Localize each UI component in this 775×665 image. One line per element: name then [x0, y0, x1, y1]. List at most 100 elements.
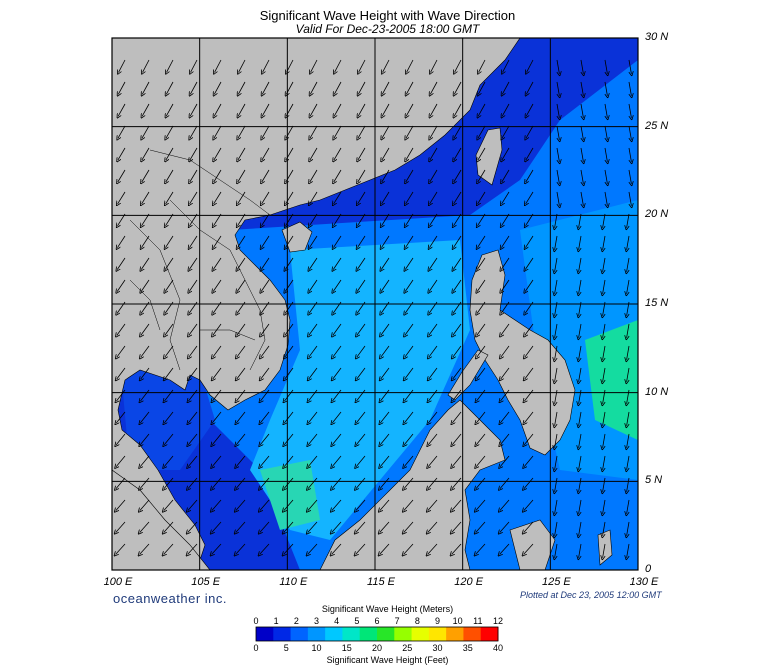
wave-arrow [430, 169, 438, 182]
wave-arrow [500, 389, 510, 401]
wave-arrow [308, 499, 318, 511]
wave-arrow [525, 345, 534, 357]
wave-arrow [627, 411, 630, 426]
colorbar-meters-tick: 3 [313, 616, 319, 626]
wave-arrow [604, 191, 607, 206]
wave-arrow [525, 367, 534, 379]
wave-arrow [477, 235, 486, 248]
wave-arrow [309, 257, 318, 270]
wave-arrow [166, 213, 174, 226]
colorbar-meters-tick: 1 [273, 616, 279, 626]
wave-arrow [164, 499, 174, 511]
colorbar-swatch [325, 627, 343, 641]
wave-arrow [407, 59, 414, 72]
wave-arrow [356, 499, 366, 511]
wave-arrow [188, 389, 198, 401]
colorbar-swatch [463, 627, 482, 641]
wave-arrow [165, 345, 174, 357]
wave-arrow [238, 191, 246, 204]
wave-arrow [118, 125, 126, 138]
wave-arrow [452, 455, 462, 467]
wave-arrow [311, 59, 318, 72]
wave-arrow [556, 59, 559, 74]
wave-arrow [284, 455, 294, 467]
wave-arrow [405, 257, 414, 270]
wave-arrow [502, 81, 510, 94]
wave-arrow [428, 455, 438, 467]
longitude-label: 125 E [541, 576, 571, 588]
wave-arrow [212, 521, 222, 533]
wave-arrow [117, 345, 126, 357]
wave-arrow [628, 59, 631, 74]
wave-arrow [117, 257, 126, 270]
wave-arrow [334, 213, 342, 226]
wave-arrow [263, 59, 270, 72]
wave-arrow [430, 81, 438, 94]
wave-arrow [580, 169, 583, 184]
wave-arrow [555, 521, 558, 536]
borneo [319, 399, 506, 570]
wave-arrow [604, 59, 607, 74]
wave-arrow [603, 345, 606, 360]
wave-arrow [214, 81, 222, 94]
wave-arrow [429, 345, 438, 357]
wave-arrow [603, 477, 606, 492]
wave-arrow [189, 345, 198, 357]
colorbar-border [255, 626, 499, 642]
wave-arrow [212, 499, 222, 511]
wave-arrow [118, 191, 126, 204]
wave-arrow [429, 323, 438, 335]
wave-arrow [141, 235, 150, 248]
wave-arrow [310, 169, 318, 182]
wave-arrow [116, 411, 126, 423]
wave-arrow [579, 345, 582, 360]
wave-arrow [190, 191, 198, 204]
wave-arrow [524, 455, 534, 467]
wave-arrow [430, 103, 438, 116]
wave-arrow [308, 411, 318, 423]
wave-arrow [118, 81, 126, 94]
wave-arrow [357, 257, 366, 270]
wave-arrow [380, 389, 390, 401]
wave-arrow [603, 543, 606, 558]
wave-arrow [214, 191, 222, 204]
colorbar-feet-tick: 5 [283, 643, 289, 653]
wave-arrow [262, 213, 270, 226]
wave-arrow [116, 389, 126, 401]
wave-arrow [285, 301, 294, 314]
wave-arrow [308, 521, 318, 533]
wave-arrow [603, 257, 606, 272]
wave-arrow [356, 433, 366, 445]
wave-arrow [213, 279, 222, 292]
wave-arrow [476, 389, 486, 401]
wave-arrow [453, 345, 462, 357]
wave-arrow [501, 235, 510, 248]
wave-arrow [213, 323, 222, 335]
plotted-time: Plotted at Dec 23, 2005 12:00 GMT [520, 590, 662, 600]
wave-arrow [238, 125, 246, 138]
wave-arrow [579, 477, 582, 492]
wave-arrow [603, 235, 606, 250]
wave-arrow [286, 81, 294, 94]
colorbar-meters-tick: 10 [452, 616, 463, 626]
wave-arrow [286, 213, 294, 226]
wave-arrow [476, 499, 486, 511]
wave-arrow [238, 213, 246, 226]
wave-arrow [117, 235, 126, 248]
colorbar-feet-tick: 40 [492, 643, 503, 653]
wave-arrow [452, 389, 462, 401]
wave-arrow [555, 323, 558, 338]
wave-arrow [140, 521, 150, 533]
wave-arrow [603, 279, 606, 294]
wave-arrow [628, 125, 631, 140]
wave-arrow [334, 169, 342, 182]
wave-arrow [118, 147, 126, 160]
wave-arrow [404, 411, 414, 423]
wave-arrow [404, 455, 414, 467]
wave-arrow [286, 125, 294, 138]
wave-arrow [524, 543, 534, 554]
wave-arrow [260, 433, 270, 445]
wave-arrow [478, 81, 486, 94]
wave-arrow [382, 213, 390, 226]
wave-arrow [261, 345, 270, 357]
